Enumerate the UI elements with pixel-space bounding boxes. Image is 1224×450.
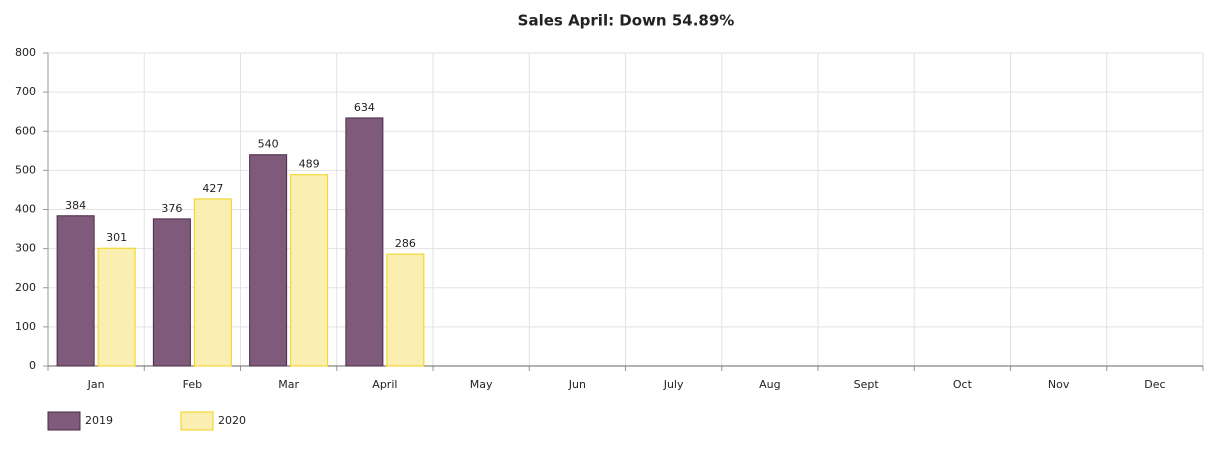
x-tick-label: July — [663, 378, 684, 391]
y-tick-label: 100 — [15, 320, 36, 333]
value-label: 634 — [354, 101, 375, 114]
x-tick-label: Jan — [87, 378, 105, 391]
x-tick-label: Oct — [953, 378, 973, 391]
chart-title: Sales April: Down 54.89% — [518, 12, 735, 30]
legend-swatch — [47, 411, 81, 431]
x-tick-label: April — [372, 378, 397, 391]
x-tick-label: May — [470, 378, 493, 391]
y-tick-label: 700 — [15, 85, 36, 98]
x-tick-label: Feb — [183, 378, 202, 391]
value-label: 540 — [258, 138, 279, 151]
x-tick-label: Mar — [278, 378, 299, 391]
x-tick-label: Nov — [1048, 378, 1070, 391]
x-tick-label: Aug — [759, 378, 780, 391]
y-tick-label: 200 — [15, 281, 36, 294]
bar — [152, 218, 191, 367]
bar — [345, 117, 384, 367]
x-tick-label: Sept — [854, 378, 880, 391]
value-label: 301 — [106, 231, 127, 244]
bar — [386, 253, 425, 367]
value-label: 384 — [65, 199, 86, 212]
value-label: 376 — [161, 202, 182, 215]
bar — [249, 154, 288, 367]
value-label: 489 — [299, 158, 320, 171]
y-tick-label: 0 — [29, 359, 36, 372]
bar — [97, 247, 136, 367]
bar — [290, 174, 329, 367]
y-tick-label: 800 — [15, 46, 36, 59]
y-tick-label: 300 — [15, 242, 36, 255]
x-tick-label: Jun — [568, 378, 586, 391]
bar — [56, 215, 95, 367]
y-tick-label: 500 — [15, 163, 36, 176]
bar — [193, 198, 232, 367]
value-label: 427 — [202, 182, 223, 195]
legend-swatch — [180, 411, 214, 431]
y-tick-label: 600 — [15, 124, 36, 137]
legend-label: 2019 — [85, 414, 113, 427]
value-label: 286 — [395, 237, 416, 250]
x-tick-label: Dec — [1144, 378, 1165, 391]
y-tick-label: 400 — [15, 203, 36, 216]
legend-label: 2020 — [218, 414, 246, 427]
